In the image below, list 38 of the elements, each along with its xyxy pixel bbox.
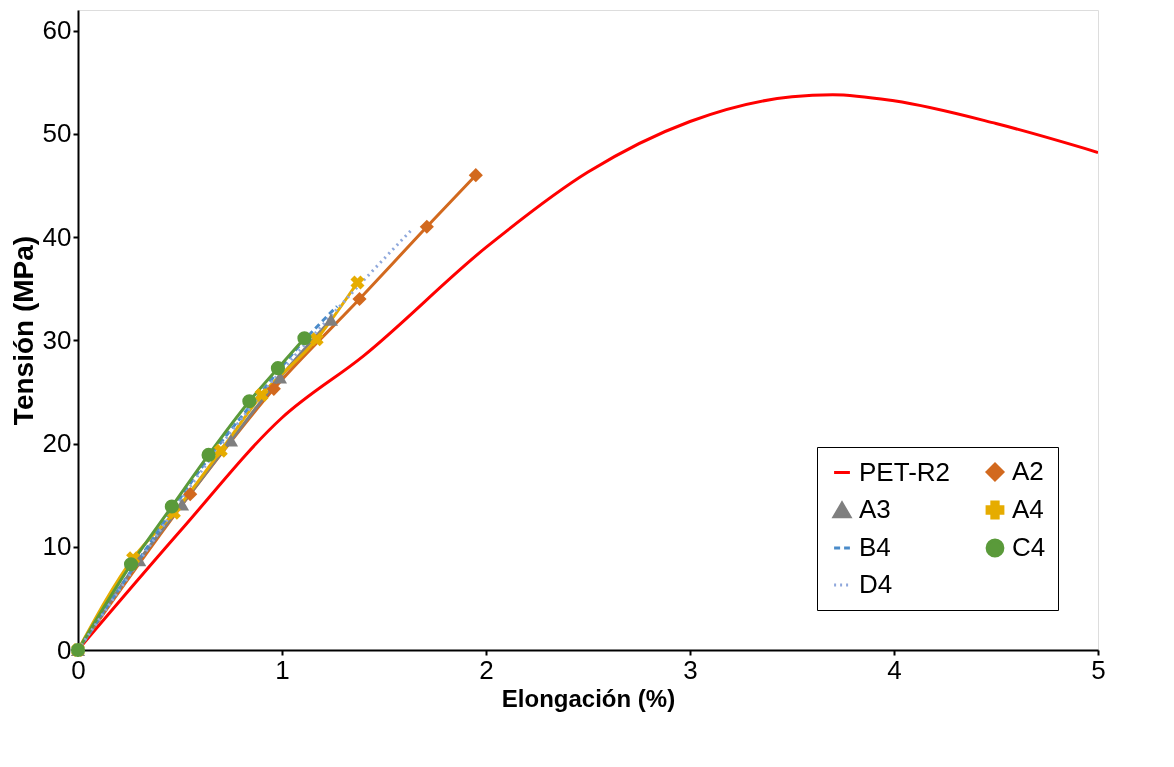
point: [213, 443, 228, 458]
point: [297, 331, 312, 346]
x-tick-label: 3: [683, 654, 698, 685]
point: [419, 219, 434, 234]
point: [183, 487, 198, 502]
legend-label: D4: [859, 569, 893, 599]
legend-label: PET-R2: [859, 456, 951, 487]
y-tick-label: 0: [57, 634, 72, 665]
point: [164, 499, 179, 514]
legend-label: C4: [1012, 532, 1046, 562]
point: [123, 557, 139, 572]
legend-label: B4: [859, 532, 891, 562]
x-tick-label: 4: [887, 654, 902, 685]
point: [352, 291, 367, 307]
x-axis-title: Elongación (%): [501, 684, 676, 712]
point: [223, 434, 239, 447]
point: [323, 313, 339, 326]
x-tick-label: 1: [275, 654, 290, 685]
x-tick-label: 5: [1091, 654, 1106, 685]
point: [254, 388, 269, 403]
y-tick-label: 60: [42, 15, 72, 46]
legend-label: A3: [859, 494, 891, 524]
legend-label: A4: [1012, 494, 1044, 524]
y-tick-label: 10: [42, 531, 72, 562]
point: [350, 275, 365, 290]
point: [270, 361, 285, 376]
point: [266, 381, 281, 396]
y-tick-label: 30: [42, 324, 72, 355]
x-tick-label: 2: [479, 654, 494, 685]
point: [309, 332, 324, 347]
legend-label: A2: [1012, 456, 1044, 487]
y-axis-title: Tensión (MPa): [7, 235, 39, 426]
y-tick-label: 20: [42, 428, 72, 459]
point: [242, 394, 257, 409]
point: [468, 168, 483, 183]
y-tick-label: 40: [42, 221, 72, 252]
y-tick-label: 50: [42, 118, 72, 149]
point: [201, 447, 216, 462]
